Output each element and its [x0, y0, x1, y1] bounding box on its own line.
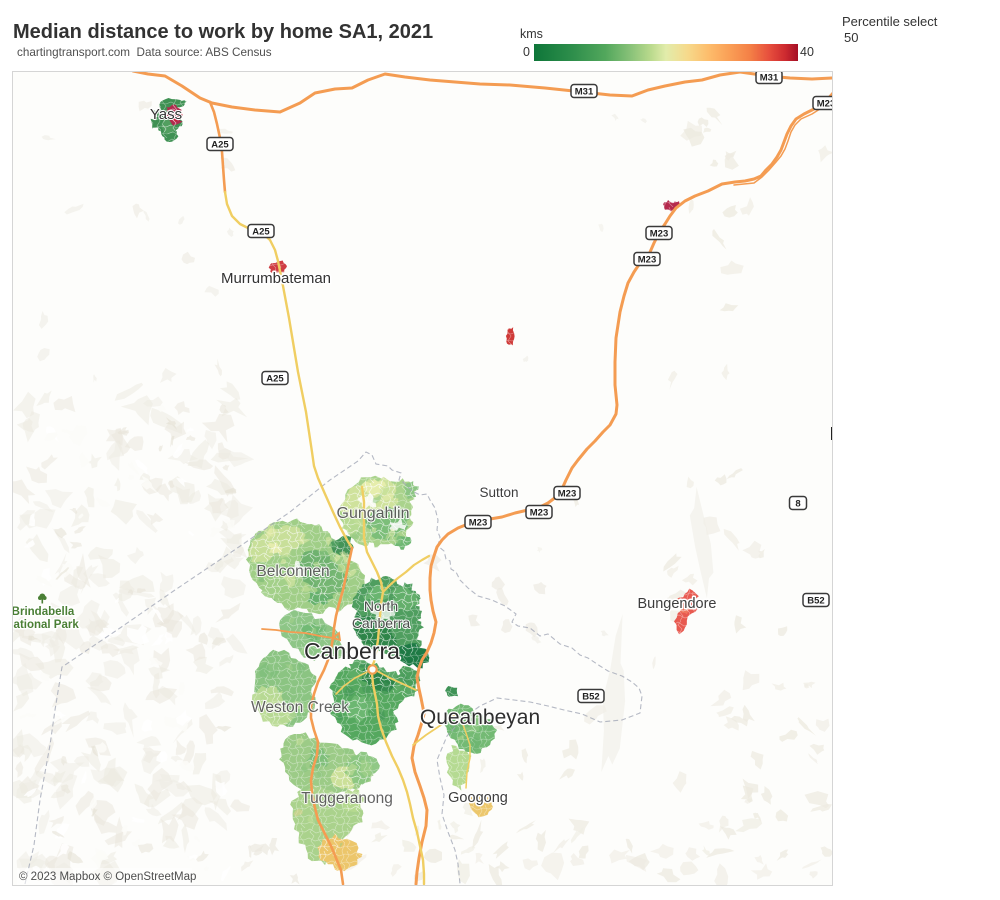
- svg-text:M23: M23: [817, 98, 832, 109]
- svg-text:Gungahlin: Gungahlin: [337, 505, 410, 522]
- svg-text:Bungendore: Bungendore: [637, 596, 716, 612]
- svg-text:B52: B52: [807, 595, 824, 606]
- svg-text:Canberra: Canberra: [352, 615, 411, 631]
- svg-text:North: North: [364, 598, 398, 614]
- svg-text:A25: A25: [211, 139, 229, 150]
- svg-text:A25: A25: [252, 226, 270, 237]
- svg-text:M23: M23: [558, 488, 576, 499]
- svg-text:Belconnen: Belconnen: [256, 563, 329, 580]
- svg-text:Sutton: Sutton: [479, 485, 518, 500]
- svg-text:© 2023 Mapbox © OpenStreetMap: © 2023 Mapbox © OpenStreetMap: [19, 871, 196, 883]
- svg-text:Canberra: Canberra: [304, 638, 400, 664]
- svg-text:A25: A25: [266, 373, 284, 384]
- svg-text:National Park: National Park: [13, 619, 79, 631]
- svg-text:Yass: Yass: [150, 106, 182, 123]
- svg-text:M31: M31: [575, 86, 594, 97]
- svg-text:M23: M23: [530, 507, 548, 518]
- svg-text:8: 8: [795, 498, 800, 509]
- svg-text:M31: M31: [760, 72, 779, 83]
- svg-text:Queanbeyan: Queanbeyan: [420, 706, 540, 729]
- svg-text:Googong: Googong: [448, 790, 508, 806]
- svg-text:B52: B52: [582, 691, 599, 702]
- svg-text:M23: M23: [650, 228, 668, 239]
- svg-text:M23: M23: [469, 517, 487, 528]
- svg-text:Weston Creek: Weston Creek: [251, 699, 349, 716]
- svg-text:M23: M23: [638, 254, 656, 265]
- svg-text:Murrumbateman: Murrumbateman: [221, 270, 331, 287]
- svg-text:Tuggeranong: Tuggeranong: [301, 790, 393, 807]
- svg-text:Brindabella: Brindabella: [13, 606, 75, 618]
